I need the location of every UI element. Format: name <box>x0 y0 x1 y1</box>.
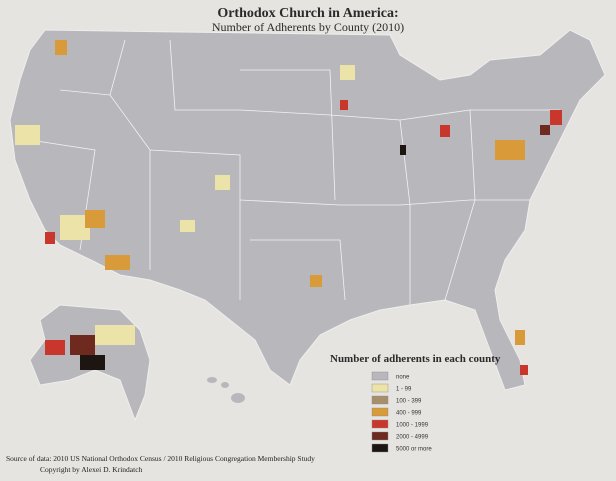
legend-swatch <box>371 395 389 405</box>
legend-swatch <box>371 419 389 429</box>
map-subtitle: Number of Adherents by County (2010) <box>212 20 404 34</box>
legend-label: 400 - 999 <box>396 411 422 417</box>
us-map <box>9 29 606 422</box>
hawaii <box>207 377 245 403</box>
source-text: Source of data: 2010 US National Orthodo… <box>6 454 315 463</box>
map-title: Orthodox Church in America: <box>217 6 398 21</box>
contiguous-us <box>9 29 606 391</box>
state-borders <box>29 39 560 305</box>
legend-swatch <box>371 383 389 393</box>
legend-title: Number of adherents in each county <box>330 353 501 365</box>
legend-swatch <box>371 407 389 417</box>
legend-label: none <box>396 375 410 381</box>
legend-label: 1 - 99 <box>396 387 412 393</box>
county-highlights <box>15 40 562 375</box>
legend-label: 100 - 399 <box>396 399 422 405</box>
copyright-text: Copyright by Alexei D. Krindatch <box>40 465 143 474</box>
legend-swatch <box>371 443 389 453</box>
legend: Number of adherents in each county none 1… <box>330 353 501 453</box>
legend-swatch <box>371 431 389 441</box>
legend-label: 1000 - 1999 <box>396 423 429 429</box>
legend-label: 2000 - 4999 <box>396 435 429 441</box>
legend-label: 5000 or more <box>396 447 432 453</box>
legend-swatch <box>371 371 389 381</box>
